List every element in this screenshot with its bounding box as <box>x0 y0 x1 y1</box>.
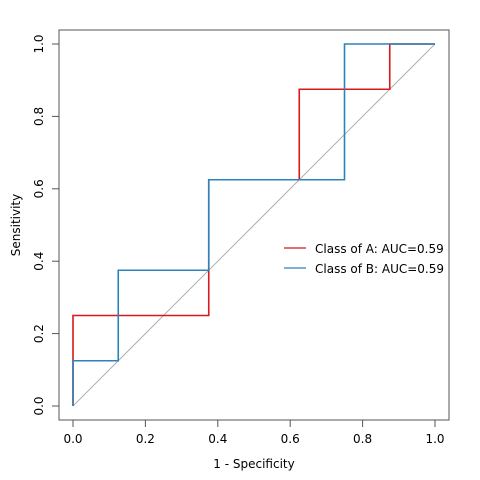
x-tick-label: 0.2 <box>136 432 155 446</box>
x-tick-label: 1.0 <box>425 432 444 446</box>
legend-label-a: Class of A: AUC=0.59 <box>315 242 444 256</box>
roc-line-class-b <box>72 43 435 406</box>
y-tick-label: 0.2 <box>32 324 46 343</box>
legend-label-b: Class of B: AUC=0.59 <box>315 262 444 276</box>
y-tick-label: 0.0 <box>32 396 46 415</box>
legend: Class of A: AUC=0.59 Class of B: AUC=0.5… <box>284 242 444 276</box>
x-axis-title: 1 - Specificity <box>213 457 294 471</box>
y-tick-label: 0.4 <box>32 252 46 271</box>
y-tick-label: 0.8 <box>32 107 46 126</box>
x-tick-label: 0.6 <box>281 432 300 446</box>
reference-diagonal <box>72 43 436 407</box>
y-tick-label: 1.0 <box>32 34 46 53</box>
x-tick-label: 0.0 <box>63 432 82 446</box>
x-tick-label: 0.8 <box>353 432 372 446</box>
x-tick-label: 0.4 <box>208 432 227 446</box>
y-tick-label: 0.6 <box>32 179 46 198</box>
y-axis-title: Sensitivity <box>9 194 23 256</box>
